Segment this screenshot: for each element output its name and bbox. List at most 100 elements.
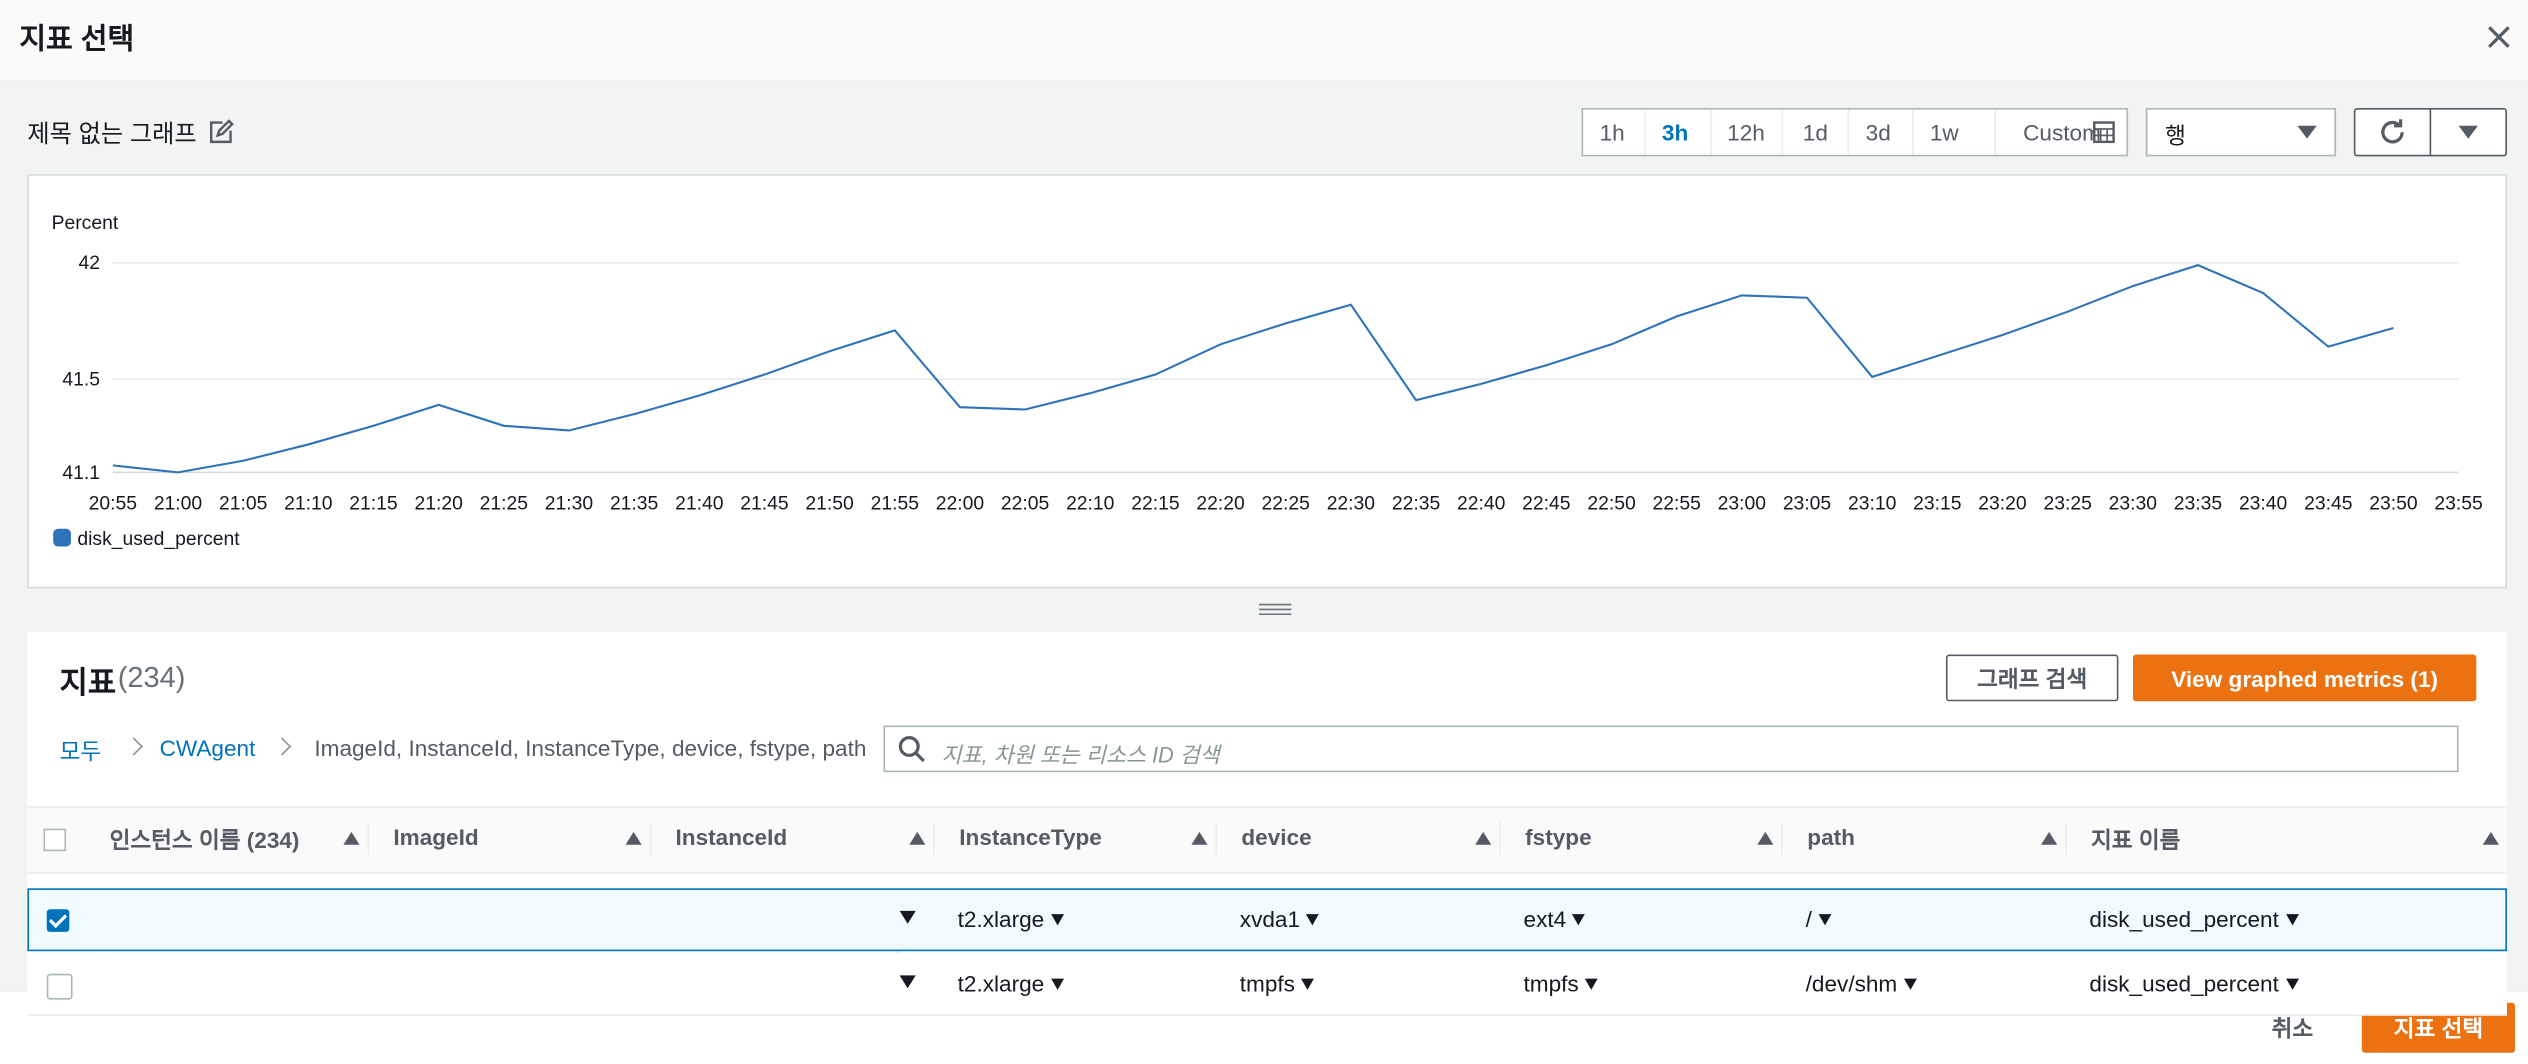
filter-icon[interactable] xyxy=(1050,977,1064,990)
checkbox[interactable] xyxy=(46,973,73,1000)
x-tick-label: 23:20 xyxy=(1978,492,2026,514)
calendar-icon xyxy=(2093,121,2115,144)
filter-icon[interactable] xyxy=(1306,913,1320,925)
filter-icon[interactable] xyxy=(2285,977,2299,990)
x-tick-label: 23:25 xyxy=(2043,492,2091,514)
table-row xyxy=(27,952,2507,1016)
dropdown-arrow xyxy=(2297,125,2317,139)
view-graphed-button[interactable]: View graphed metrics (1) xyxy=(2132,654,2477,702)
time-range-button[interactable]: 3h xyxy=(1661,119,1689,146)
resize-handle[interactable] xyxy=(1256,601,1295,617)
column-header[interactable]: InstanceId xyxy=(675,823,788,850)
filter-icon[interactable] xyxy=(1585,977,1599,990)
table-row xyxy=(27,888,2507,952)
x-tick-label: 21:30 xyxy=(545,492,593,514)
sort-icon[interactable] xyxy=(2041,831,2058,845)
cell-text: tmpfs xyxy=(1523,970,1579,997)
table-cell: /dev/shm xyxy=(1806,971,1917,996)
x-tick-label: 22:20 xyxy=(1196,492,1244,514)
x-tick-label: 22:00 xyxy=(936,492,984,514)
filter-icon[interactable] xyxy=(2285,913,2299,925)
x-tick-label: 23:05 xyxy=(1783,492,1831,514)
time-range-button[interactable]: 12h xyxy=(1727,119,1765,146)
filter-icon[interactable] xyxy=(899,975,916,989)
column-divider xyxy=(1215,822,1218,855)
column-header[interactable]: InstanceType xyxy=(959,823,1102,850)
x-tick-label: 20:55 xyxy=(89,492,137,514)
checkbox[interactable] xyxy=(46,909,70,932)
x-tick-label: 22:55 xyxy=(1653,492,1701,514)
sort-icon[interactable] xyxy=(1191,831,1208,845)
checkbox[interactable] xyxy=(43,828,67,852)
x-tick-label: 22:25 xyxy=(1262,492,1310,514)
y-tick-label: 42 xyxy=(78,252,100,274)
filter-icon[interactable] xyxy=(1818,913,1832,925)
filter-icon[interactable] xyxy=(1301,977,1315,990)
breadcrumb-item[interactable]: 모두 xyxy=(59,738,102,765)
filter-icon[interactable] xyxy=(1050,913,1064,925)
column-header[interactable]: device xyxy=(1241,823,1312,850)
x-tick-label: 21:00 xyxy=(154,492,202,514)
time-range-button[interactable]: 1w xyxy=(1929,119,1959,146)
sort-icon[interactable] xyxy=(1475,831,1492,845)
search-graph-button[interactable]: 그래프 검색 xyxy=(1945,654,2119,702)
cancel-button[interactable]: 취소 xyxy=(2271,1015,2314,1042)
divider xyxy=(1846,109,1849,155)
dropdown-arrow[interactable] xyxy=(2457,124,2480,140)
x-tick-label: 21:25 xyxy=(480,492,528,514)
sort-icon[interactable] xyxy=(1757,831,1774,845)
time-range-group xyxy=(1581,108,2129,157)
cell-text: t2.xlarge xyxy=(957,970,1045,997)
table-cell: / xyxy=(1806,906,1832,932)
breadcrumb-item: ImageId, InstanceId, InstanceType, devic… xyxy=(314,735,867,761)
time-range-button[interactable]: 1h xyxy=(1599,119,1625,146)
x-tick-label: 21:10 xyxy=(284,492,332,514)
divider xyxy=(1994,109,1996,155)
filter-icon[interactable] xyxy=(1572,913,1586,925)
column-header[interactable]: ImageId xyxy=(393,823,479,850)
divider xyxy=(1911,109,1913,155)
breadcrumb-item[interactable]: CWAgent xyxy=(159,735,256,761)
x-tick-label: 22:05 xyxy=(1001,492,1049,514)
x-tick-label: 21:40 xyxy=(675,492,723,514)
x-tick-label: 23:50 xyxy=(2369,492,2417,514)
column-header[interactable]: 지표 이름 xyxy=(2091,827,2181,853)
table-cell: t2.xlarge xyxy=(957,970,1064,997)
sort-icon[interactable] xyxy=(343,831,360,845)
x-tick-label: 22:50 xyxy=(1587,492,1635,514)
sort-icon[interactable] xyxy=(2482,831,2499,845)
x-tick-label: 21:20 xyxy=(414,492,462,514)
filter-icon[interactable] xyxy=(899,910,916,924)
search-box[interactable] xyxy=(883,725,2459,773)
graph-title: 제목 없는 그래프 xyxy=(27,120,197,149)
x-tick-label: 21:50 xyxy=(805,492,853,514)
chart: Percent 41.1 41.5 42 20:55 21:00 21:05 21:10 21:… xyxy=(52,212,2483,550)
x-tick-label: 23:00 xyxy=(1718,492,1766,514)
x-tick-label: 22:10 xyxy=(1066,492,1114,514)
data-line xyxy=(112,263,2394,474)
time-range-button[interactable]: 3d xyxy=(1865,119,1891,146)
sort-icon[interactable] xyxy=(625,831,642,845)
cell-text: ext4 xyxy=(1523,906,1567,932)
x-tick-label: 22:45 xyxy=(1522,492,1570,514)
metrics-count: (234) xyxy=(117,661,186,694)
search-placeholder: 지표, 차원 또는 리소스 ID 검색 xyxy=(941,743,1220,768)
refresh-icon xyxy=(2381,119,2404,144)
y-tick-label: 41.1 xyxy=(62,462,100,484)
column-header[interactable]: path xyxy=(1807,823,1855,850)
cell-text: xvda1 xyxy=(1239,906,1301,932)
time-range-button[interactable]: 1d xyxy=(1802,119,1828,146)
filter-icon[interactable] xyxy=(1903,977,1917,990)
x-tick-label: 23:30 xyxy=(2109,492,2157,514)
column-header[interactable]: fstype xyxy=(1525,823,1592,850)
x-tick-label: 22:35 xyxy=(1392,492,1440,514)
close-icon[interactable] xyxy=(2483,21,2515,53)
x-tick-label: 23:10 xyxy=(1848,492,1896,514)
column-header[interactable]: 인스턴스 이름 (234) xyxy=(109,827,300,853)
y-tick-label: 41.5 xyxy=(62,369,100,391)
edit-icon[interactable] xyxy=(208,119,234,145)
x-tick-label: 23:55 xyxy=(2434,492,2482,514)
table-cell: disk_used_percent xyxy=(2089,906,2299,932)
time-range-button[interactable]: Custom xyxy=(2023,119,2101,146)
sort-icon[interactable] xyxy=(909,831,926,845)
